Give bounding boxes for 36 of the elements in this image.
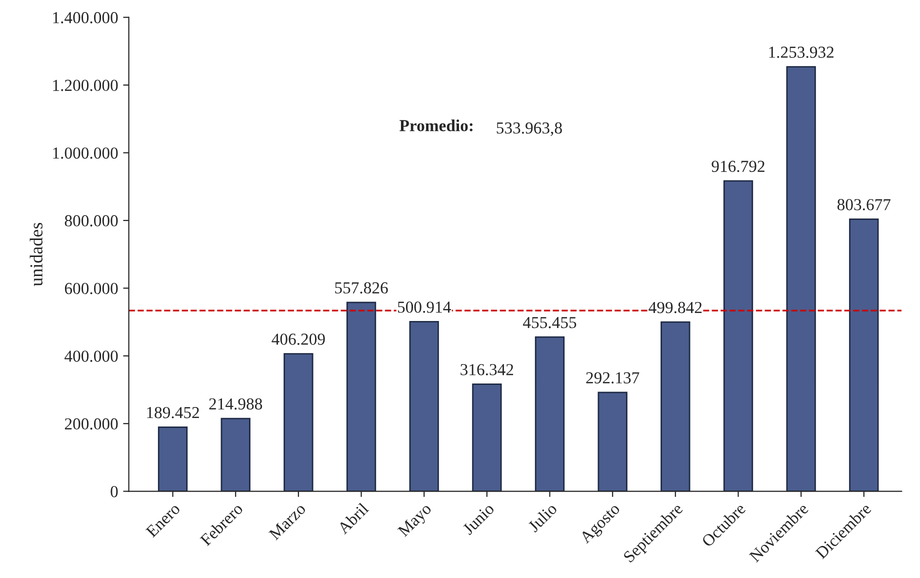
data-label: 455.455: [523, 317, 576, 328]
data-label: 406.209: [272, 334, 325, 345]
y-tick-label: 400.000: [64, 350, 118, 362]
data-label: 803.677: [837, 199, 891, 210]
data-label: 189.452: [147, 406, 199, 418]
bar: [786, 66, 816, 492]
bar: [284, 353, 314, 492]
annotation: 533.963,8: [496, 122, 562, 136]
data-label: 557.826: [335, 282, 388, 294]
bar: [472, 384, 502, 492]
y-tick-label: 0: [110, 486, 118, 498]
data-label: 1.253.932: [769, 46, 834, 58]
bar: [723, 180, 754, 492]
bar: [220, 418, 250, 492]
bar: [598, 392, 628, 492]
y-tick-label: 1.400.000: [53, 12, 118, 24]
data-label: 500.914: [398, 302, 451, 313]
bar: [409, 321, 439, 492]
data-label: 916.792: [712, 160, 764, 172]
y-tick-label: 1.000.000: [53, 147, 118, 159]
y-tick-label: 200.000: [64, 418, 118, 430]
data-label: 499.842: [648, 302, 702, 314]
x-tick-label: Julio: [527, 502, 558, 533]
bar: [158, 426, 188, 492]
data-label: 214.988: [209, 398, 262, 410]
data-label: 316.342: [460, 364, 514, 376]
y-tick-label: 800.000: [64, 215, 118, 226]
y-tick-label: 1.200.000: [53, 80, 118, 92]
bar: [346, 302, 376, 492]
data-label: 292.137: [586, 372, 640, 384]
annotation: Promedio:: [400, 120, 472, 132]
bar: [534, 336, 565, 492]
bar: [660, 321, 690, 492]
y-tick-label: 600.000: [64, 282, 118, 294]
bar: [849, 218, 879, 492]
y-axis-title: unidades: [30, 222, 42, 286]
